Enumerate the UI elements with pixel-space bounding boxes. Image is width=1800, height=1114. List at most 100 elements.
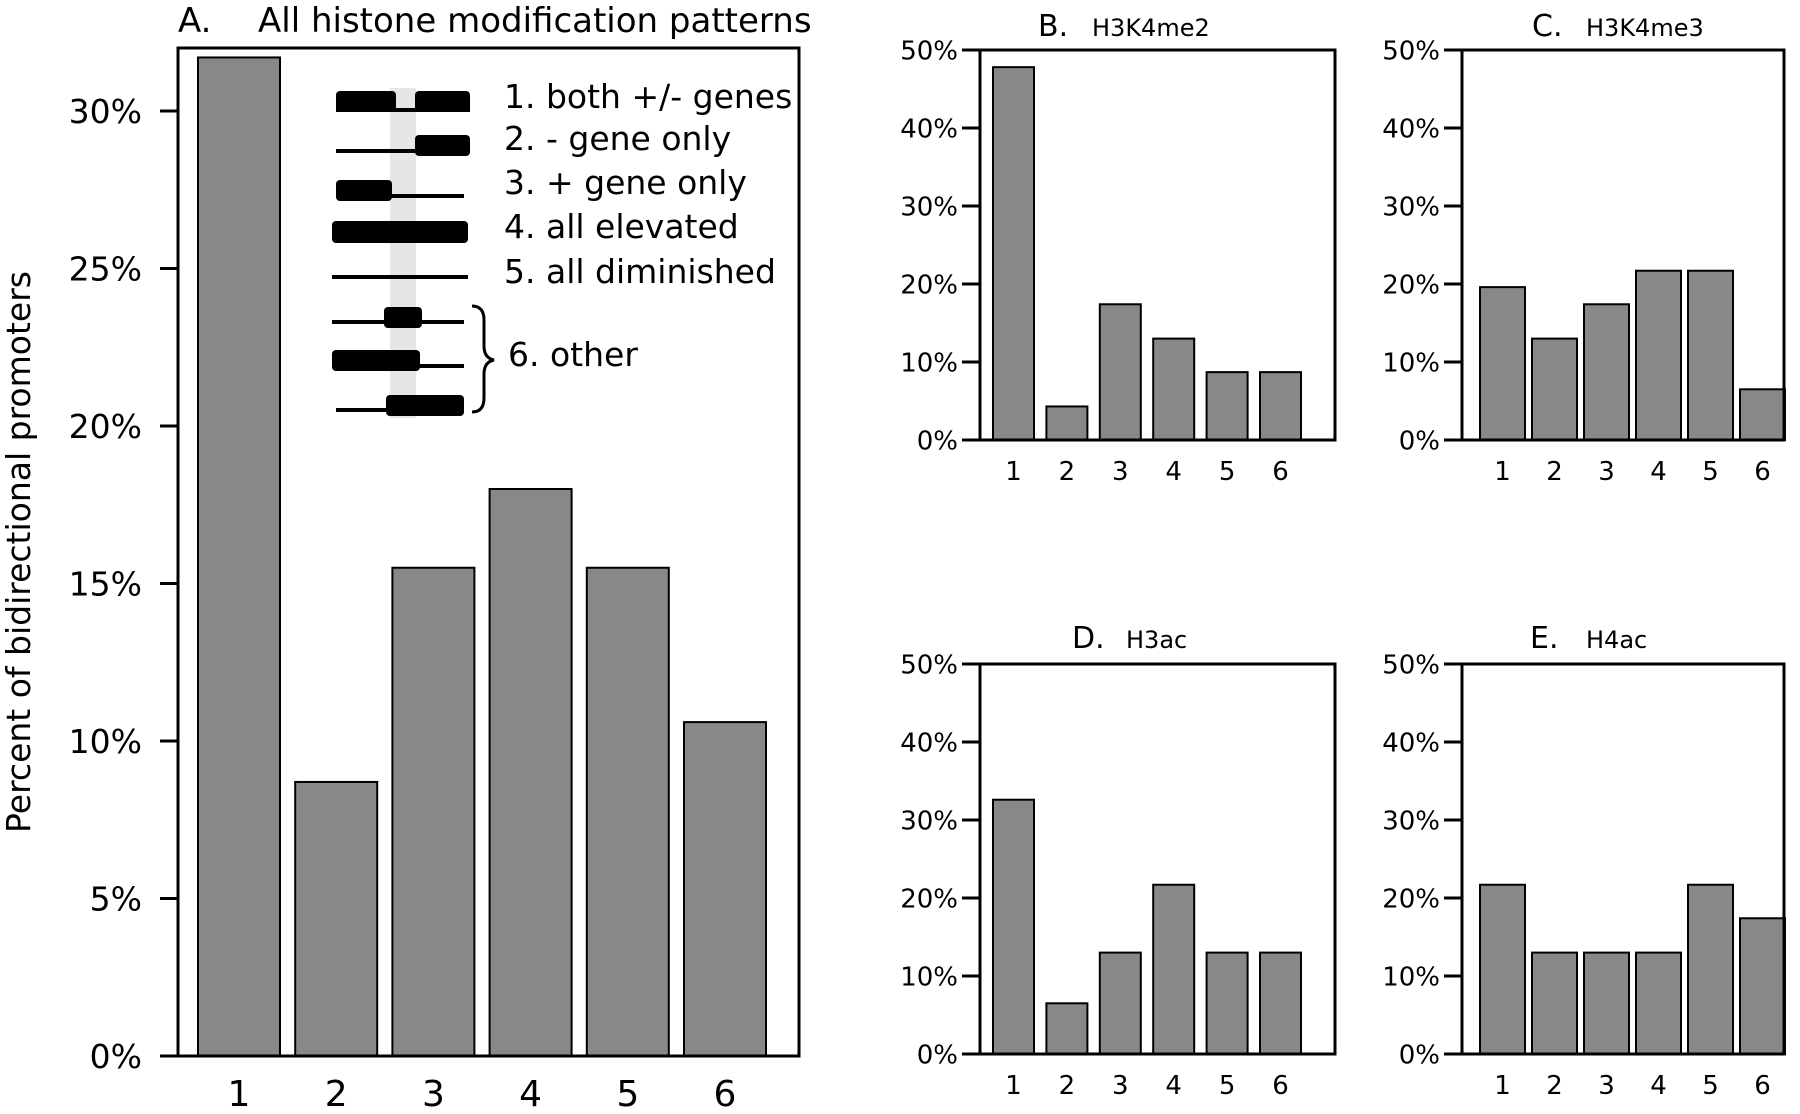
- plot-frame: [978, 48, 1337, 442]
- x-tick-label: 6: [1272, 1071, 1289, 1101]
- bar-4: [488, 488, 573, 1057]
- y-tick-label: 50%: [900, 650, 958, 680]
- x-tick-label: 2: [325, 1074, 348, 1114]
- panel-letter: C.: [1532, 9, 1562, 44]
- y-tick-label: 30%: [1382, 192, 1440, 222]
- bar-2: [1531, 337, 1578, 442]
- bar-6: [1259, 951, 1302, 1055]
- bar-5: [1205, 951, 1249, 1055]
- panel-a: A. All histone modification patterns 1 2 3 4 5…: [69, 1, 812, 1114]
- y-tick-label: 40%: [1382, 728, 1440, 758]
- bar-6: [1739, 917, 1786, 1056]
- bar-1: [992, 798, 1035, 1055]
- bar-3: [1583, 951, 1630, 1055]
- y-tick-label: 10%: [900, 348, 958, 378]
- plot-frame: [1460, 48, 1786, 442]
- bar-3: [1098, 951, 1142, 1055]
- x-tick-label: 6: [1754, 1071, 1771, 1101]
- legend-label-6: 6. other: [508, 335, 638, 374]
- y-tick-label: 10%: [900, 962, 958, 992]
- x-tick-label: 6: [1754, 457, 1771, 487]
- y-tick-label: 50%: [1382, 36, 1440, 66]
- legend-glyph-6a: [332, 307, 464, 328]
- panel-title: H4ac: [1586, 626, 1647, 654]
- x-tick-label: 2: [1059, 1071, 1076, 1101]
- bar-2: [294, 780, 379, 1057]
- x-tick-label: 4: [1650, 1071, 1667, 1101]
- y-axis-label: Percent of bidirectional promoters: [0, 271, 38, 833]
- x-tick-label: 1: [1494, 457, 1511, 487]
- bar-3: [1583, 303, 1630, 441]
- x-tick-label: 3: [1112, 457, 1129, 487]
- panel-letter: E.: [1530, 621, 1559, 656]
- legend-label-3: 3. + gene only: [504, 163, 747, 202]
- x-tick-label: 3: [1598, 1071, 1615, 1101]
- bar-5: [1687, 269, 1734, 441]
- bar-4: [1152, 883, 1196, 1055]
- bar-2: [1531, 951, 1578, 1055]
- bar-6: [1739, 388, 1786, 441]
- y-tick-label: 15%: [69, 564, 142, 603]
- y-tick-label: 10%: [69, 722, 142, 761]
- panel-letter: A.: [178, 1, 211, 41]
- bar-4: [1635, 951, 1682, 1055]
- x-tick-label: 4: [1165, 457, 1182, 487]
- legend-glyph-1: [336, 91, 470, 112]
- bar-1: [1479, 883, 1526, 1055]
- panel-letter: D.: [1072, 621, 1105, 656]
- legend-glyph-6c: [336, 395, 464, 416]
- y-tick-label: 0%: [1399, 426, 1440, 456]
- x-tick-label: 3: [422, 1074, 445, 1114]
- x-tick-label: 5: [616, 1074, 639, 1114]
- y-tick-label: 0%: [90, 1037, 142, 1076]
- bar-6: [1259, 371, 1302, 442]
- bar-5: [585, 566, 670, 1057]
- bar-4: [1152, 337, 1196, 442]
- x-tick-label: 1: [1005, 457, 1022, 487]
- x-tick-label: 3: [1112, 1071, 1129, 1101]
- y-tick-label: 50%: [900, 36, 958, 66]
- bar-3: [1098, 303, 1142, 441]
- panel-e: E. H4ac 1 2 3 4 5 6 0% 10% 20% 30% 40% 50%: [1382, 621, 1786, 1101]
- bar-1: [197, 56, 281, 1057]
- bar-4: [1635, 269, 1682, 441]
- panel-d: D. H3ac 1 2 3 4 5 6 0% 10% 20% 30% 40% 50%: [900, 621, 1337, 1101]
- legend-label-4: 4. all elevated: [504, 207, 739, 246]
- x-tick-label: 2: [1546, 1071, 1563, 1101]
- y-tick-label: 0%: [917, 426, 958, 456]
- bar-2: [1045, 405, 1089, 441]
- plot-frame: [176, 46, 801, 1058]
- legend-glyph-6b: [332, 350, 464, 371]
- bar-3: [391, 566, 476, 1057]
- x-tick-label: 5: [1702, 457, 1719, 487]
- bar-1: [1479, 286, 1526, 441]
- plot-frame: [978, 662, 1337, 1056]
- y-tick-label: 40%: [900, 114, 958, 144]
- legend-glyph-2: [336, 135, 470, 156]
- y-tick-label: 20%: [1382, 884, 1440, 914]
- x-tick-label: 4: [1650, 457, 1667, 487]
- pattern-legend: 1. both +/- genes 2. - gene only 3. + ge…: [332, 77, 792, 418]
- bar-6: [683, 721, 767, 1057]
- y-tick-label: 50%: [1382, 650, 1440, 680]
- y-tick-label: 30%: [1382, 806, 1440, 836]
- x-tick-label: 1: [228, 1074, 251, 1114]
- panel-title: H3ac: [1126, 626, 1187, 654]
- legend-other-brace: [471, 304, 495, 414]
- x-tick-label: 3: [1598, 457, 1615, 487]
- bar-2: [1045, 1002, 1089, 1055]
- x-tick-label: 1: [1494, 1071, 1511, 1101]
- y-tick-label: 10%: [1382, 348, 1440, 378]
- x-tick-label: 5: [1702, 1071, 1719, 1101]
- bar-5: [1205, 371, 1249, 442]
- y-tick-label: 30%: [69, 92, 142, 131]
- y-tick-label: 30%: [900, 192, 958, 222]
- x-tick-label: 4: [1165, 1071, 1182, 1101]
- legend-glyph-3: [336, 180, 464, 201]
- y-tick-label: 25%: [69, 249, 142, 288]
- y-tick-label: 30%: [900, 806, 958, 836]
- legend-label-2: 2. - gene only: [504, 119, 731, 158]
- bar-1: [992, 66, 1035, 441]
- panel-title: H3K4me2: [1092, 14, 1210, 42]
